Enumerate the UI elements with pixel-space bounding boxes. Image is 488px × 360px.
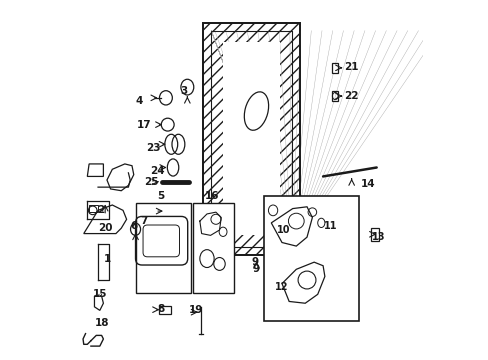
Text: 4: 4 — [135, 96, 142, 107]
Text: 15: 15 — [92, 289, 107, 299]
Text: 2: 2 — [97, 205, 104, 215]
Text: 13: 13 — [371, 232, 385, 242]
Bar — [203, 23, 299, 255]
Text: 25: 25 — [144, 177, 159, 187]
Ellipse shape — [244, 92, 268, 130]
Bar — [192, 203, 233, 293]
Bar — [159, 306, 171, 314]
Text: 21: 21 — [344, 63, 358, 72]
Text: 16: 16 — [204, 191, 219, 201]
Text: 22: 22 — [344, 91, 358, 101]
Bar — [211, 31, 291, 247]
Text: 17: 17 — [137, 120, 151, 130]
Text: 24: 24 — [149, 166, 164, 176]
Text: 19: 19 — [189, 305, 203, 315]
Bar — [223, 42, 280, 235]
Text: 18: 18 — [94, 318, 109, 328]
Bar — [370, 228, 378, 241]
Bar — [203, 23, 299, 255]
Text: 9: 9 — [252, 264, 260, 274]
FancyBboxPatch shape — [143, 225, 179, 257]
Text: 11: 11 — [323, 221, 336, 231]
Bar — [331, 63, 338, 73]
Text: 20: 20 — [98, 223, 112, 233]
Text: 10: 10 — [277, 225, 290, 235]
Text: 23: 23 — [146, 143, 161, 153]
Text: 3: 3 — [180, 86, 187, 96]
Text: 7: 7 — [140, 216, 147, 226]
Bar — [135, 203, 190, 293]
Text: 8: 8 — [157, 303, 164, 314]
Text: 6: 6 — [130, 221, 137, 231]
Text: 9: 9 — [251, 257, 258, 267]
Text: 14: 14 — [360, 179, 374, 189]
Bar — [211, 31, 291, 247]
Text: 5: 5 — [157, 191, 164, 201]
Bar — [264, 196, 358, 321]
Text: 1: 1 — [103, 253, 110, 264]
Text: 12: 12 — [275, 282, 288, 292]
